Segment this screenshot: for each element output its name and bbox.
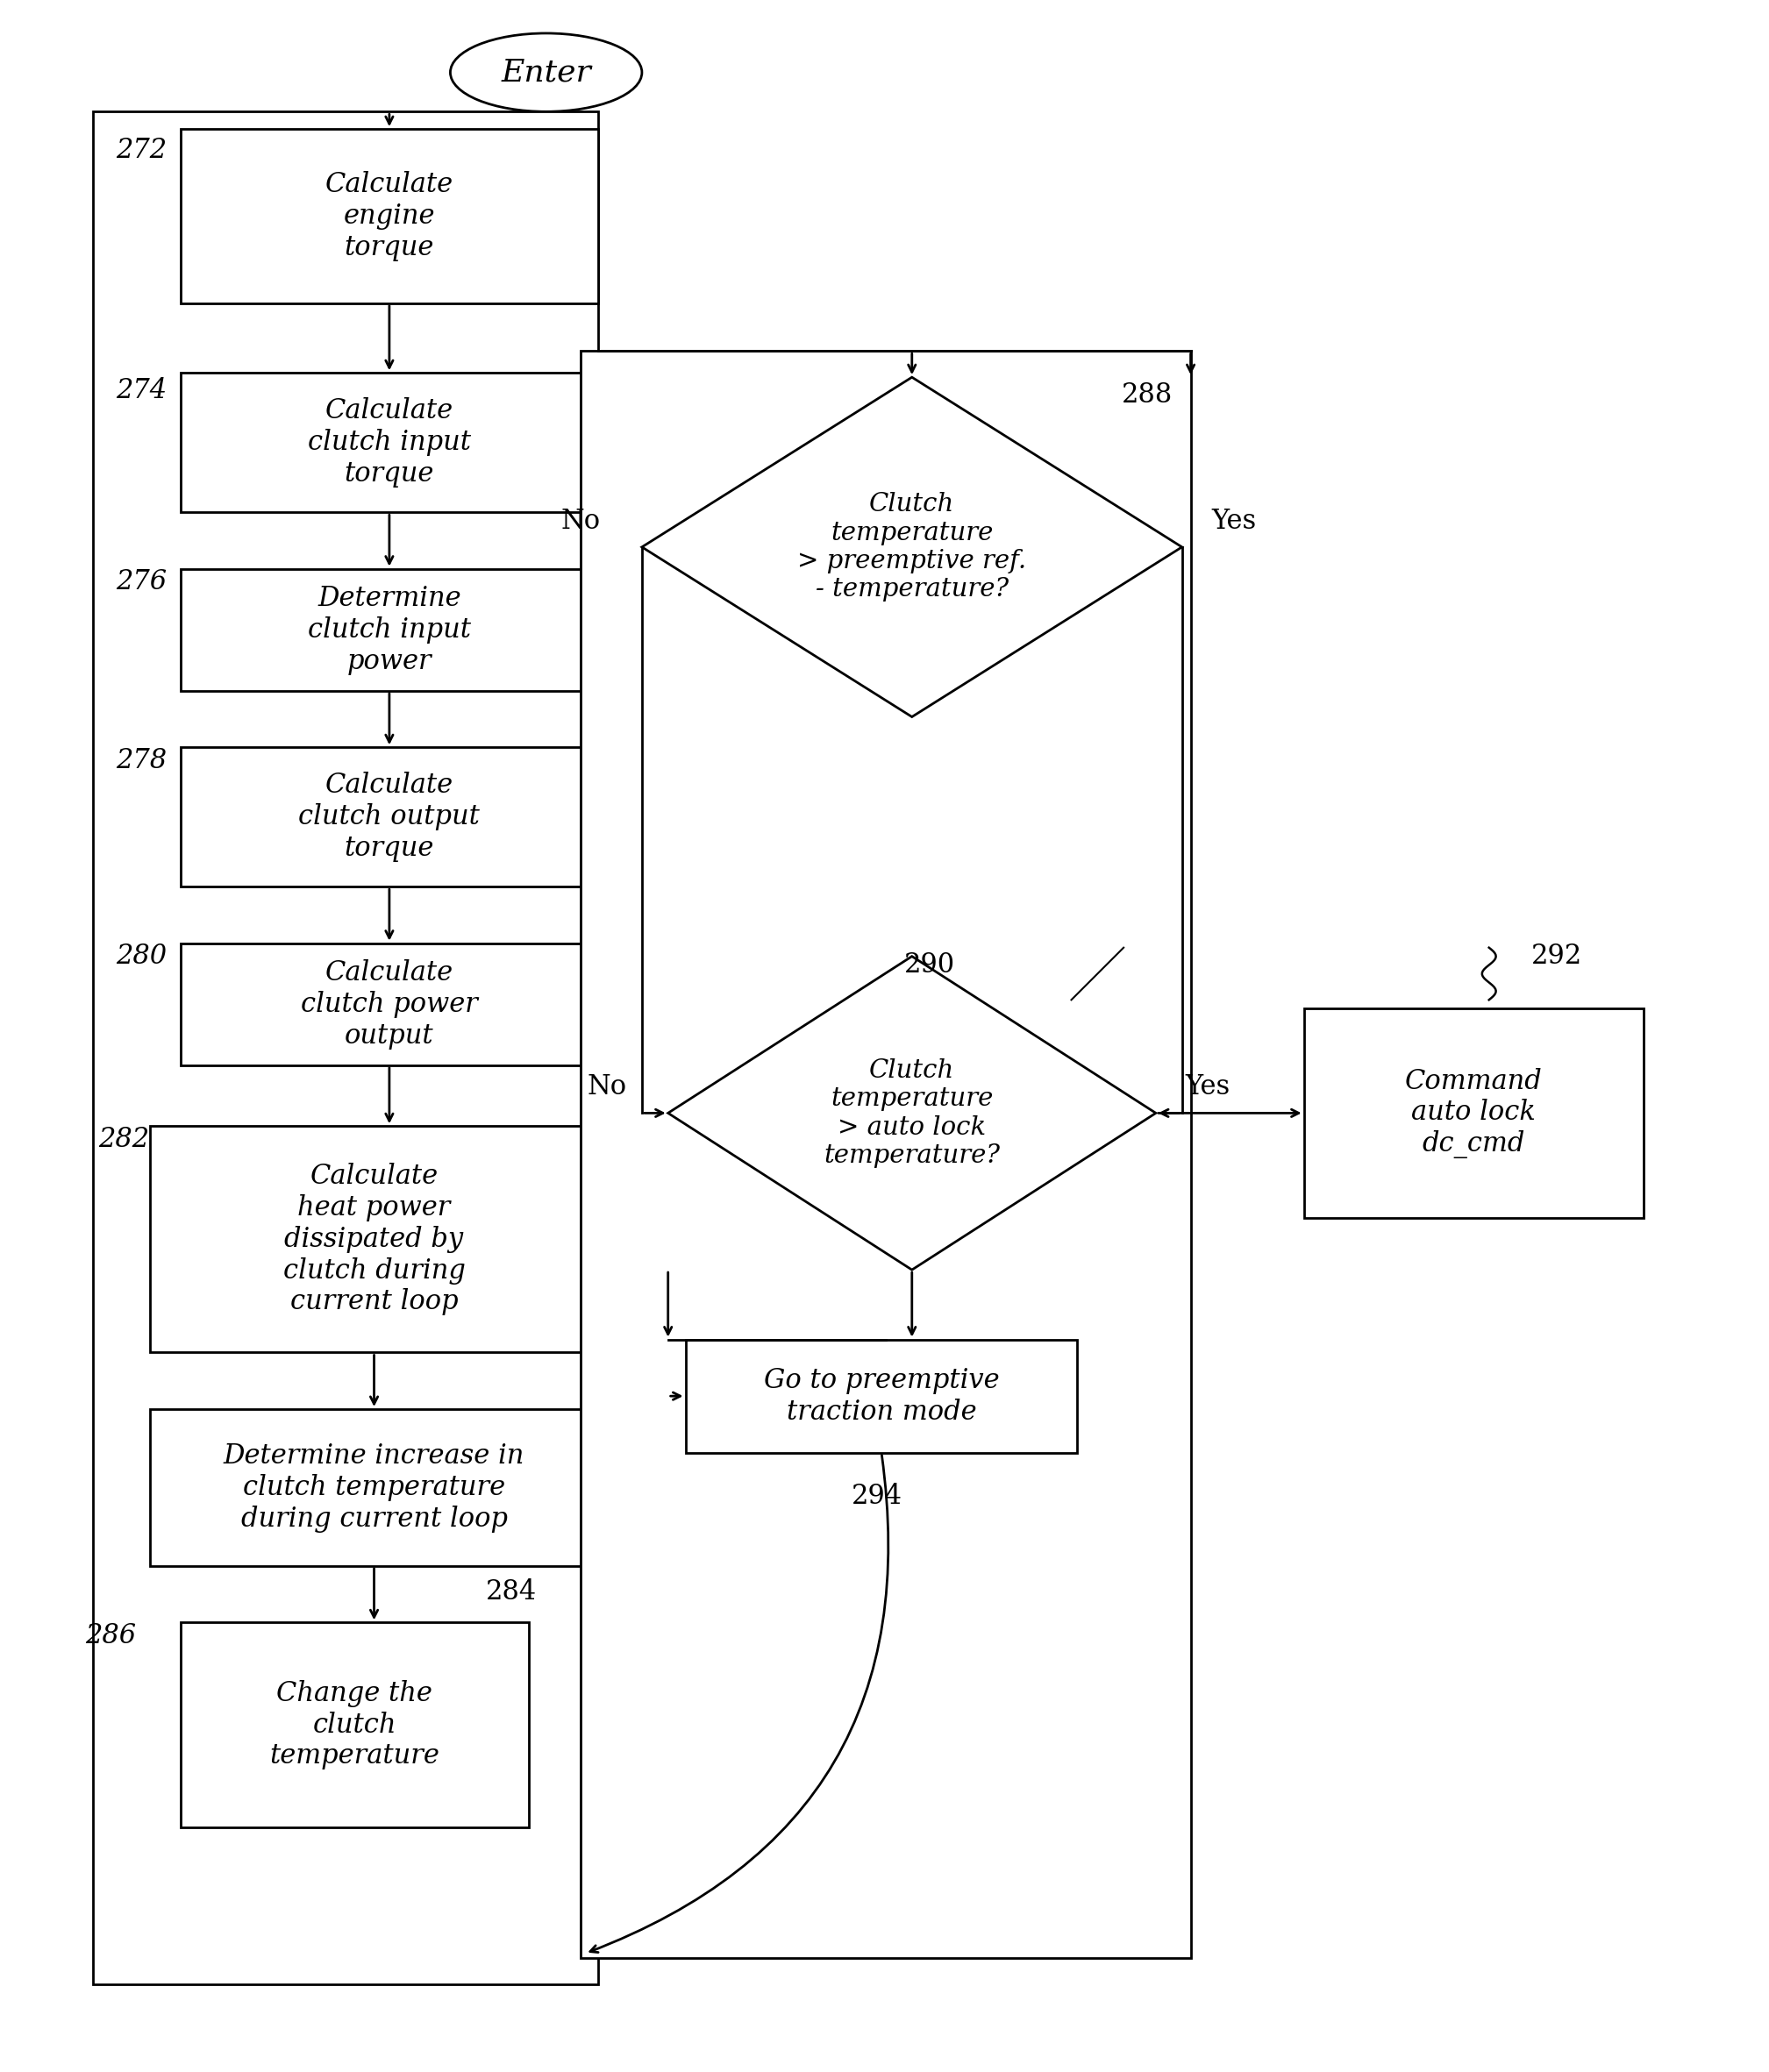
Text: Calculate
engine
torque: Calculate engine torque: [325, 172, 453, 261]
Text: 278: 278: [115, 746, 166, 775]
Text: Go to preemptive
traction mode: Go to preemptive traction mode: [764, 1368, 999, 1426]
Text: Determine increase in
clutch temperature
during current loop: Determine increase in clutch temperature…: [223, 1442, 525, 1533]
Bar: [685, 1339, 1077, 1452]
Bar: [180, 748, 598, 887]
Bar: [180, 1622, 529, 1828]
Text: No: No: [587, 1073, 626, 1100]
Bar: [1304, 1009, 1643, 1218]
Bar: [180, 570, 598, 690]
Text: 282: 282: [99, 1125, 149, 1152]
Text: Calculate
clutch power
output: Calculate clutch power output: [301, 959, 478, 1048]
Text: No: No: [561, 508, 601, 535]
Text: 276: 276: [115, 568, 166, 595]
Text: Yes: Yes: [1185, 1073, 1231, 1100]
Polygon shape: [642, 377, 1182, 717]
Text: Clutch
temperature
> auto lock
temperature?: Clutch temperature > auto lock temperatu…: [824, 1059, 999, 1169]
Text: Calculate
clutch output
torque: Calculate clutch output torque: [299, 773, 479, 862]
Bar: [180, 373, 598, 512]
Text: Calculate
clutch input
torque: Calculate clutch input torque: [308, 398, 471, 487]
Text: 292: 292: [1530, 943, 1581, 970]
Text: Calculate
heat power
dissipated by
clutch during
current loop: Calculate heat power dissipated by clutc…: [283, 1162, 465, 1316]
FancyArrowPatch shape: [591, 1455, 888, 1952]
Ellipse shape: [451, 33, 642, 112]
Text: Command
auto lock
dc_cmd: Command auto lock dc_cmd: [1405, 1067, 1543, 1158]
Text: 290: 290: [904, 951, 955, 978]
Text: 280: 280: [115, 943, 166, 970]
Bar: [180, 128, 598, 303]
Text: 294: 294: [851, 1484, 902, 1510]
Text: Determine
clutch input
power: Determine clutch input power: [308, 584, 471, 675]
Text: Change the
clutch
temperature: Change the clutch temperature: [269, 1680, 439, 1769]
Polygon shape: [669, 957, 1155, 1270]
Text: 288: 288: [1122, 381, 1173, 408]
Text: 286: 286: [85, 1622, 136, 1649]
Text: 274: 274: [115, 377, 166, 404]
Bar: [180, 943, 598, 1065]
Bar: [94, 112, 598, 1983]
Bar: [580, 350, 1191, 1958]
Bar: [150, 1125, 598, 1353]
Text: Clutch
temperature
> preemptive ref.
- temperature?: Clutch temperature > preemptive ref. - t…: [798, 493, 1026, 603]
Bar: [150, 1409, 598, 1566]
Text: Yes: Yes: [1212, 508, 1256, 535]
Text: 284: 284: [486, 1579, 536, 1606]
Text: 272: 272: [115, 137, 166, 164]
Text: Enter: Enter: [501, 58, 591, 87]
